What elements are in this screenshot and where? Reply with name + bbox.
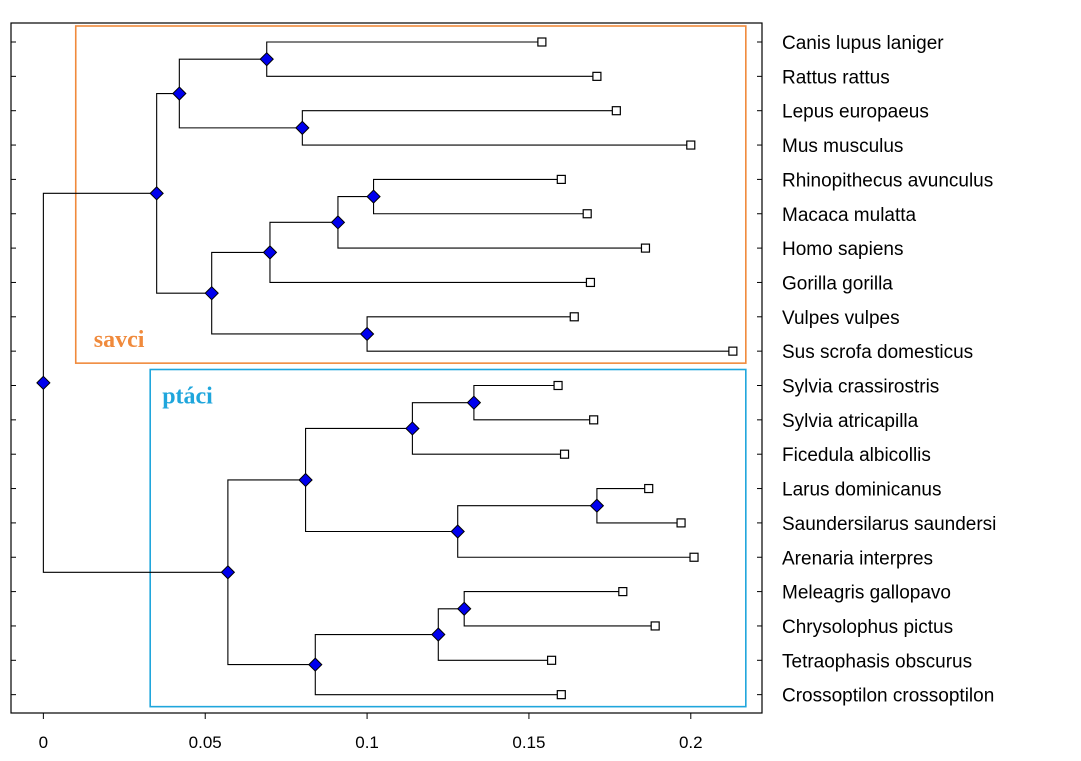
branch-1: [301, 110, 691, 146]
leaf-label-8: Vulpes vulpes: [782, 308, 900, 329]
node-diamond-16: [308, 657, 323, 672]
leaf-marker-17: [650, 621, 660, 631]
leaf-marker-16: [618, 586, 628, 597]
group-label-1: ptáci: [162, 384, 213, 410]
leaf-marker-13: [644, 483, 654, 494]
leaf-label-18: Tetraophasis obscurus: [782, 651, 972, 672]
node-diamond-3: [366, 189, 381, 204]
leaf-marker-19: [556, 690, 566, 700]
leaf-label-4: Rhinopithecus avunculus: [782, 170, 993, 191]
leaf-label-7: Gorilla gorilla: [782, 273, 893, 294]
node-diamond-0: [259, 51, 274, 67]
leaf-marker-9: [728, 346, 738, 356]
leaf-label-17: Chrysolophus pictus: [782, 617, 953, 638]
node-diamond-10: [405, 421, 420, 436]
tree-leaves: [537, 37, 738, 700]
branch-13: [305, 427, 458, 533]
branch-0: [266, 41, 597, 77]
leaf-label-16: Meleagris gallopavo: [782, 583, 951, 604]
branch-7: [211, 251, 368, 335]
x-tick-label: 0.05: [189, 733, 222, 752]
node-diamond-14: [456, 601, 472, 616]
branch-9: [473, 384, 594, 421]
leaf-marker-7: [585, 277, 596, 288]
leaf-label-11: Sylvia atricapilla: [782, 411, 919, 432]
leaf-label-6: Homo sapiens: [782, 239, 903, 260]
axis-ticks: 0 0.05 0.1 0.15 0.2: [11, 41, 762, 752]
leaf-marker-18: [546, 655, 557, 665]
x-tick-label: 0.1: [355, 733, 379, 752]
plot-frame: [10, 22, 763, 714]
node-diamond-12: [450, 524, 465, 539]
leaf-label-1: Rattus rattus: [782, 67, 890, 88]
node-diamond-18: [36, 375, 51, 391]
leaf-label-2: Lepus europaeus: [782, 102, 929, 123]
branch-8: [156, 92, 212, 294]
leaf-label-0: Canis lupus laniger: [782, 33, 944, 54]
leaf-labels: Canis lupus laniger Rattus rattus Lepus eu…: [782, 33, 996, 707]
node-diamond-11: [589, 498, 605, 513]
leaf-label-5: Macaca mulatta: [782, 205, 917, 226]
leaf-label-10: Sylvia crassirostris: [782, 377, 939, 398]
tree-branches: [42, 41, 733, 696]
branch-12: [457, 505, 695, 558]
leaf-label-12: Ficedula albicollis: [782, 445, 931, 466]
node-diamond-6: [359, 326, 375, 342]
branch-3: [373, 178, 588, 215]
leaf-marker-11: [589, 415, 599, 425]
node-diamond-5: [262, 245, 278, 260]
leaf-label-3: Mus musculus: [782, 136, 903, 157]
leaf-marker-4: [556, 174, 566, 184]
node-diamond-17: [220, 565, 236, 580]
x-tick-label: 0.2: [679, 733, 703, 752]
node-diamond-8: [149, 186, 164, 201]
leaf-label-19: Crossoptilon crossoptilon: [782, 686, 994, 707]
leaf-label-9: Sus scrofa domesticus: [782, 342, 973, 363]
leaf-marker-5: [582, 209, 592, 219]
leaf-marker-8: [569, 312, 579, 322]
group-label-0: savci: [94, 327, 145, 353]
branch-2: [178, 58, 303, 129]
x-tick-label: 0: [39, 733, 48, 752]
group-boxes: savci ptáci: [74, 25, 747, 708]
group-box-1: [149, 368, 747, 708]
node-diamond-4: [330, 215, 346, 230]
tree-nodes: [36, 51, 605, 672]
branch-6: [366, 316, 733, 352]
node-diamond-7: [204, 285, 219, 301]
node-diamond-15: [431, 627, 446, 642]
branch-5: [269, 221, 591, 283]
branch-17: [227, 479, 316, 666]
group-box-0: [74, 25, 747, 364]
node-diamond-9: [466, 395, 482, 410]
leaf-marker-12: [559, 449, 570, 459]
branch-10: [411, 402, 565, 455]
node-diamond-1: [295, 120, 310, 136]
node-diamond-13: [298, 472, 313, 488]
leaf-marker-3: [686, 140, 696, 150]
branch-14: [463, 591, 656, 627]
leaf-marker-0: [537, 37, 547, 47]
leaf-marker-14: [676, 518, 686, 528]
leaf-label-15: Arenaria interpres: [782, 548, 933, 569]
leaf-marker-15: [689, 552, 699, 562]
leaf-label-13: Larus dominicanus: [782, 480, 941, 501]
branch-4: [337, 196, 646, 249]
leaf-marker-1: [592, 71, 602, 81]
leaf-marker-2: [611, 106, 621, 116]
branch-15: [437, 608, 552, 661]
leaf-label-14: Saundersilarus saundersi: [782, 514, 996, 535]
node-diamond-2: [172, 86, 187, 101]
leaf-marker-10: [553, 380, 563, 391]
leaf-marker-6: [640, 243, 651, 253]
x-tick-label: 0.15: [512, 733, 545, 752]
branch-11: [596, 488, 682, 524]
